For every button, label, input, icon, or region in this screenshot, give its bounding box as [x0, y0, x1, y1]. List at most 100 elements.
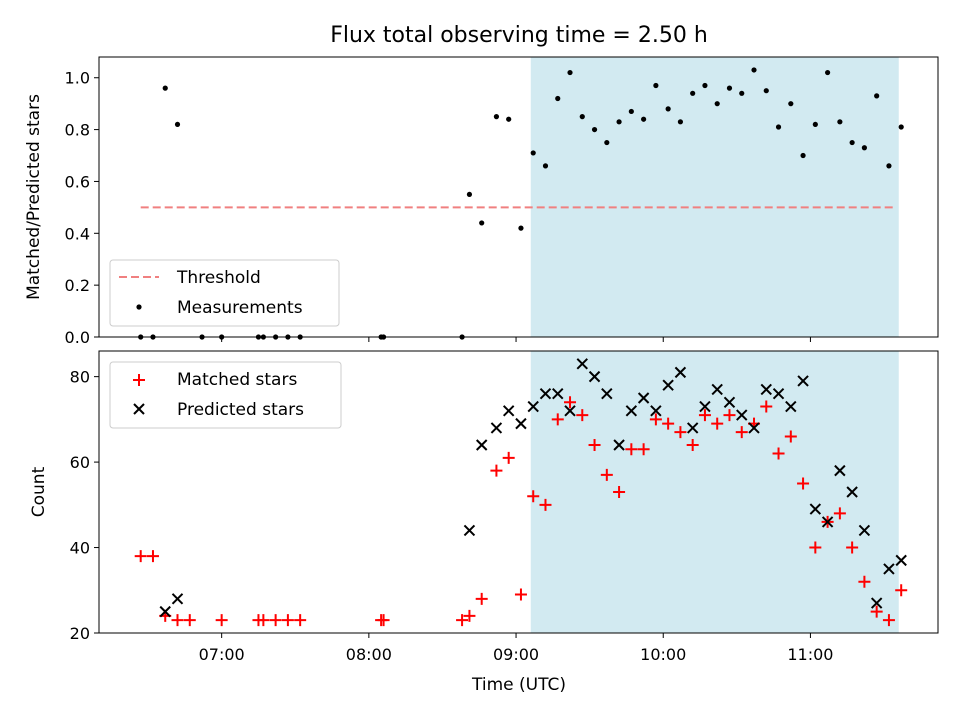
matched-star-point: [809, 541, 822, 554]
matched-star-point: [870, 605, 883, 618]
predicted-star-point: [475, 439, 488, 451]
matched-star-point: [846, 541, 859, 554]
matched-star-point: [502, 451, 515, 464]
matched-star-point: [215, 614, 228, 627]
measurement-point: [567, 69, 573, 76]
measurement-point: [542, 163, 549, 169]
measurement-point: [788, 101, 794, 107]
measurement-point: [825, 69, 831, 76]
predicted-star-point: [613, 439, 625, 451]
matched-star-point: [377, 614, 390, 627]
x-tick-label: 10:00: [640, 645, 686, 664]
bottom-legend-box: [109, 361, 342, 429]
predicted-star-point: [760, 383, 772, 396]
measurement-point: [726, 85, 733, 91]
measurement-point: [530, 150, 536, 156]
measurement-point: [886, 163, 892, 169]
measurement-point: [898, 124, 904, 130]
measurement-point: [800, 152, 806, 159]
measurement-point: [751, 67, 757, 73]
predicted-star-point: [576, 358, 588, 370]
matched-star-point: [760, 400, 773, 413]
top-y-ticks: 0.0 0.2 0.4 0.6 0.8 1.0: [65, 69, 99, 347]
bottom-y-ticks: 20 40 60 80: [70, 368, 99, 643]
legend-measurements-label: Measurements: [177, 298, 303, 318]
matched-star-point: [134, 550, 147, 563]
predicted-star-point: [809, 503, 822, 515]
measurement-point: [690, 90, 696, 96]
matched-star-point: [171, 614, 184, 627]
bottom-shaded-region: [530, 351, 899, 633]
predicted-star-point: [846, 486, 858, 498]
matched-star-point: [600, 468, 613, 481]
measurement-point: [162, 85, 168, 91]
matched-star-point: [613, 486, 626, 498]
predicted-star-point: [539, 388, 552, 400]
predicted-star-point: [834, 464, 846, 477]
measurement-point: [518, 225, 524, 231]
predicted-star-point: [821, 516, 834, 528]
x-axis-label: Time (UTC): [471, 675, 566, 695]
measurement-point: [506, 116, 512, 122]
top-y-tick-label: 0.4: [65, 224, 90, 243]
top-legend-box: [109, 259, 340, 327]
measurement-point: [616, 119, 622, 125]
legend-threshold-label: Threshold: [176, 268, 261, 288]
predicted-star-point: [858, 524, 871, 537]
matched-star-point: [674, 426, 687, 439]
observing-window-shade: [530, 57, 899, 337]
observing-window-shade: [530, 351, 899, 633]
predicted-star-point: [625, 405, 638, 417]
predicted-star-point: [870, 597, 883, 609]
matched-star-point: [711, 417, 724, 430]
top-x-ticks: [221, 337, 811, 342]
measurement-point: [775, 124, 782, 130]
matched-star-point: [649, 413, 662, 426]
measurement-point: [739, 90, 745, 96]
matched-star-point: [772, 447, 785, 460]
legend-matched-label: Matched stars: [177, 370, 297, 390]
matched-star-point: [514, 588, 527, 601]
matched-star-point: [146, 550, 159, 563]
bottom-y-tick-label: 20: [70, 624, 90, 643]
bottom-y-tick-label: 60: [70, 453, 90, 472]
predicted-star-point: [674, 366, 687, 379]
predicted-star-point: [601, 388, 613, 400]
chart-title: Flux total observing time = 2.50 h: [330, 23, 708, 48]
matched-star-point: [662, 417, 675, 430]
measurement-point: [861, 145, 868, 151]
x-tick-label: 07:00: [199, 645, 245, 664]
matched-star-point: [564, 396, 577, 409]
matched-star-point: [784, 430, 797, 443]
matched-star-point: [637, 443, 650, 456]
measurement-point: [763, 88, 769, 94]
matched-star-point: [294, 614, 307, 627]
predicted-star-point: [490, 422, 503, 434]
matched-star-point: [539, 498, 552, 511]
x-tick-label: 08:00: [346, 645, 392, 664]
predicted-star-point: [895, 554, 907, 567]
top-y-tick-label: 0.6: [65, 172, 90, 191]
bottom-y-tick-label: 40: [70, 539, 90, 558]
matched-star-point: [183, 614, 196, 627]
measurement-point: [604, 139, 610, 146]
predicted-star-point: [527, 400, 539, 413]
predicted-star-point: [515, 417, 527, 430]
matched-star-point: [576, 409, 589, 422]
matched-star-point: [797, 477, 810, 490]
predicted-star-point: [723, 396, 736, 408]
matched-star-point: [686, 439, 699, 451]
measurement-point: [837, 119, 843, 125]
measurement-point: [466, 191, 473, 198]
matched-star-point: [269, 614, 282, 627]
predicted-star-point: [711, 383, 723, 396]
predicted-star-points: [159, 358, 907, 618]
matched-star-point: [490, 464, 503, 477]
predicted-star-point: [736, 409, 748, 421]
measurement-point: [628, 108, 634, 115]
measurement-point: [555, 95, 561, 102]
x-tick-label: 09:00: [493, 645, 539, 664]
measurement-point: [174, 121, 181, 128]
legend-predicted-label: Predicted stars: [177, 400, 304, 420]
matched-star-point: [625, 443, 638, 456]
